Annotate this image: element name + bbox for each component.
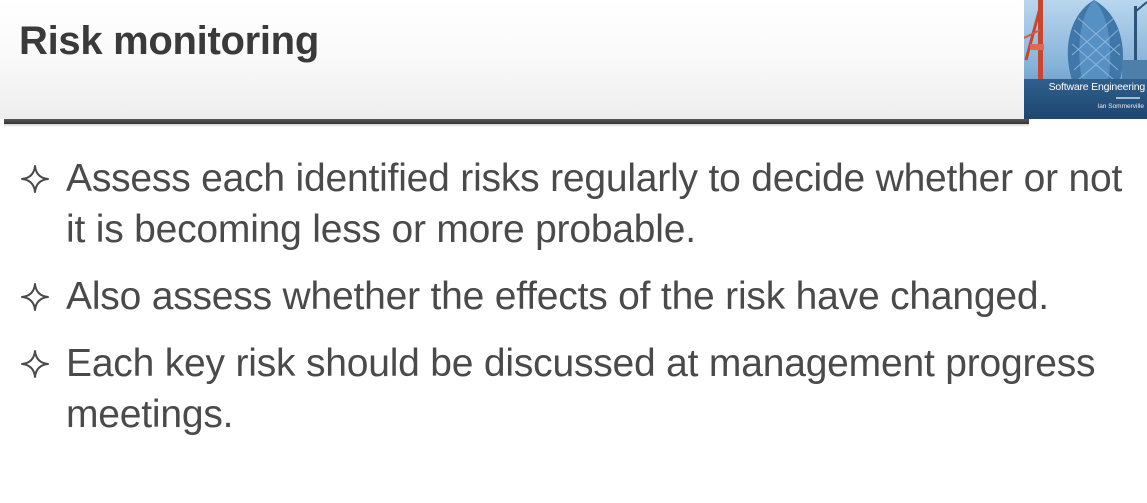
bullet-item: Each key risk should be discussed at man… xyxy=(20,338,1130,440)
building-illustration xyxy=(1024,0,1147,81)
bullet-item: Assess each identified risks regularly t… xyxy=(20,153,1130,255)
slide-title: Risk monitoring xyxy=(19,19,319,63)
four-point-star-icon xyxy=(21,165,49,193)
bullet-text: Each key risk should be discussed at man… xyxy=(66,342,1096,436)
cover-edition-mark xyxy=(1116,97,1140,99)
bullet-text: Also assess whether the effects of the r… xyxy=(66,275,1049,318)
cover-title-band xyxy=(1024,79,1147,119)
cover-title: Software Engineering xyxy=(1048,81,1146,93)
four-point-star-icon xyxy=(21,283,49,311)
book-cover-image: Software Engineering Ian Sommerville xyxy=(1024,0,1147,119)
bullet-text: Assess each identified risks regularly t… xyxy=(66,157,1123,251)
header-divider xyxy=(4,119,1029,124)
bullet-list: Assess each identified risks regularly t… xyxy=(20,153,1130,456)
header-divider-shadow xyxy=(4,124,1029,127)
cover-author: Ian Sommerville xyxy=(1097,103,1144,110)
four-point-star-icon xyxy=(21,350,49,378)
bullet-item: Also assess whether the effects of the r… xyxy=(20,271,1130,322)
slide-header: Risk monitoring xyxy=(0,0,1147,119)
